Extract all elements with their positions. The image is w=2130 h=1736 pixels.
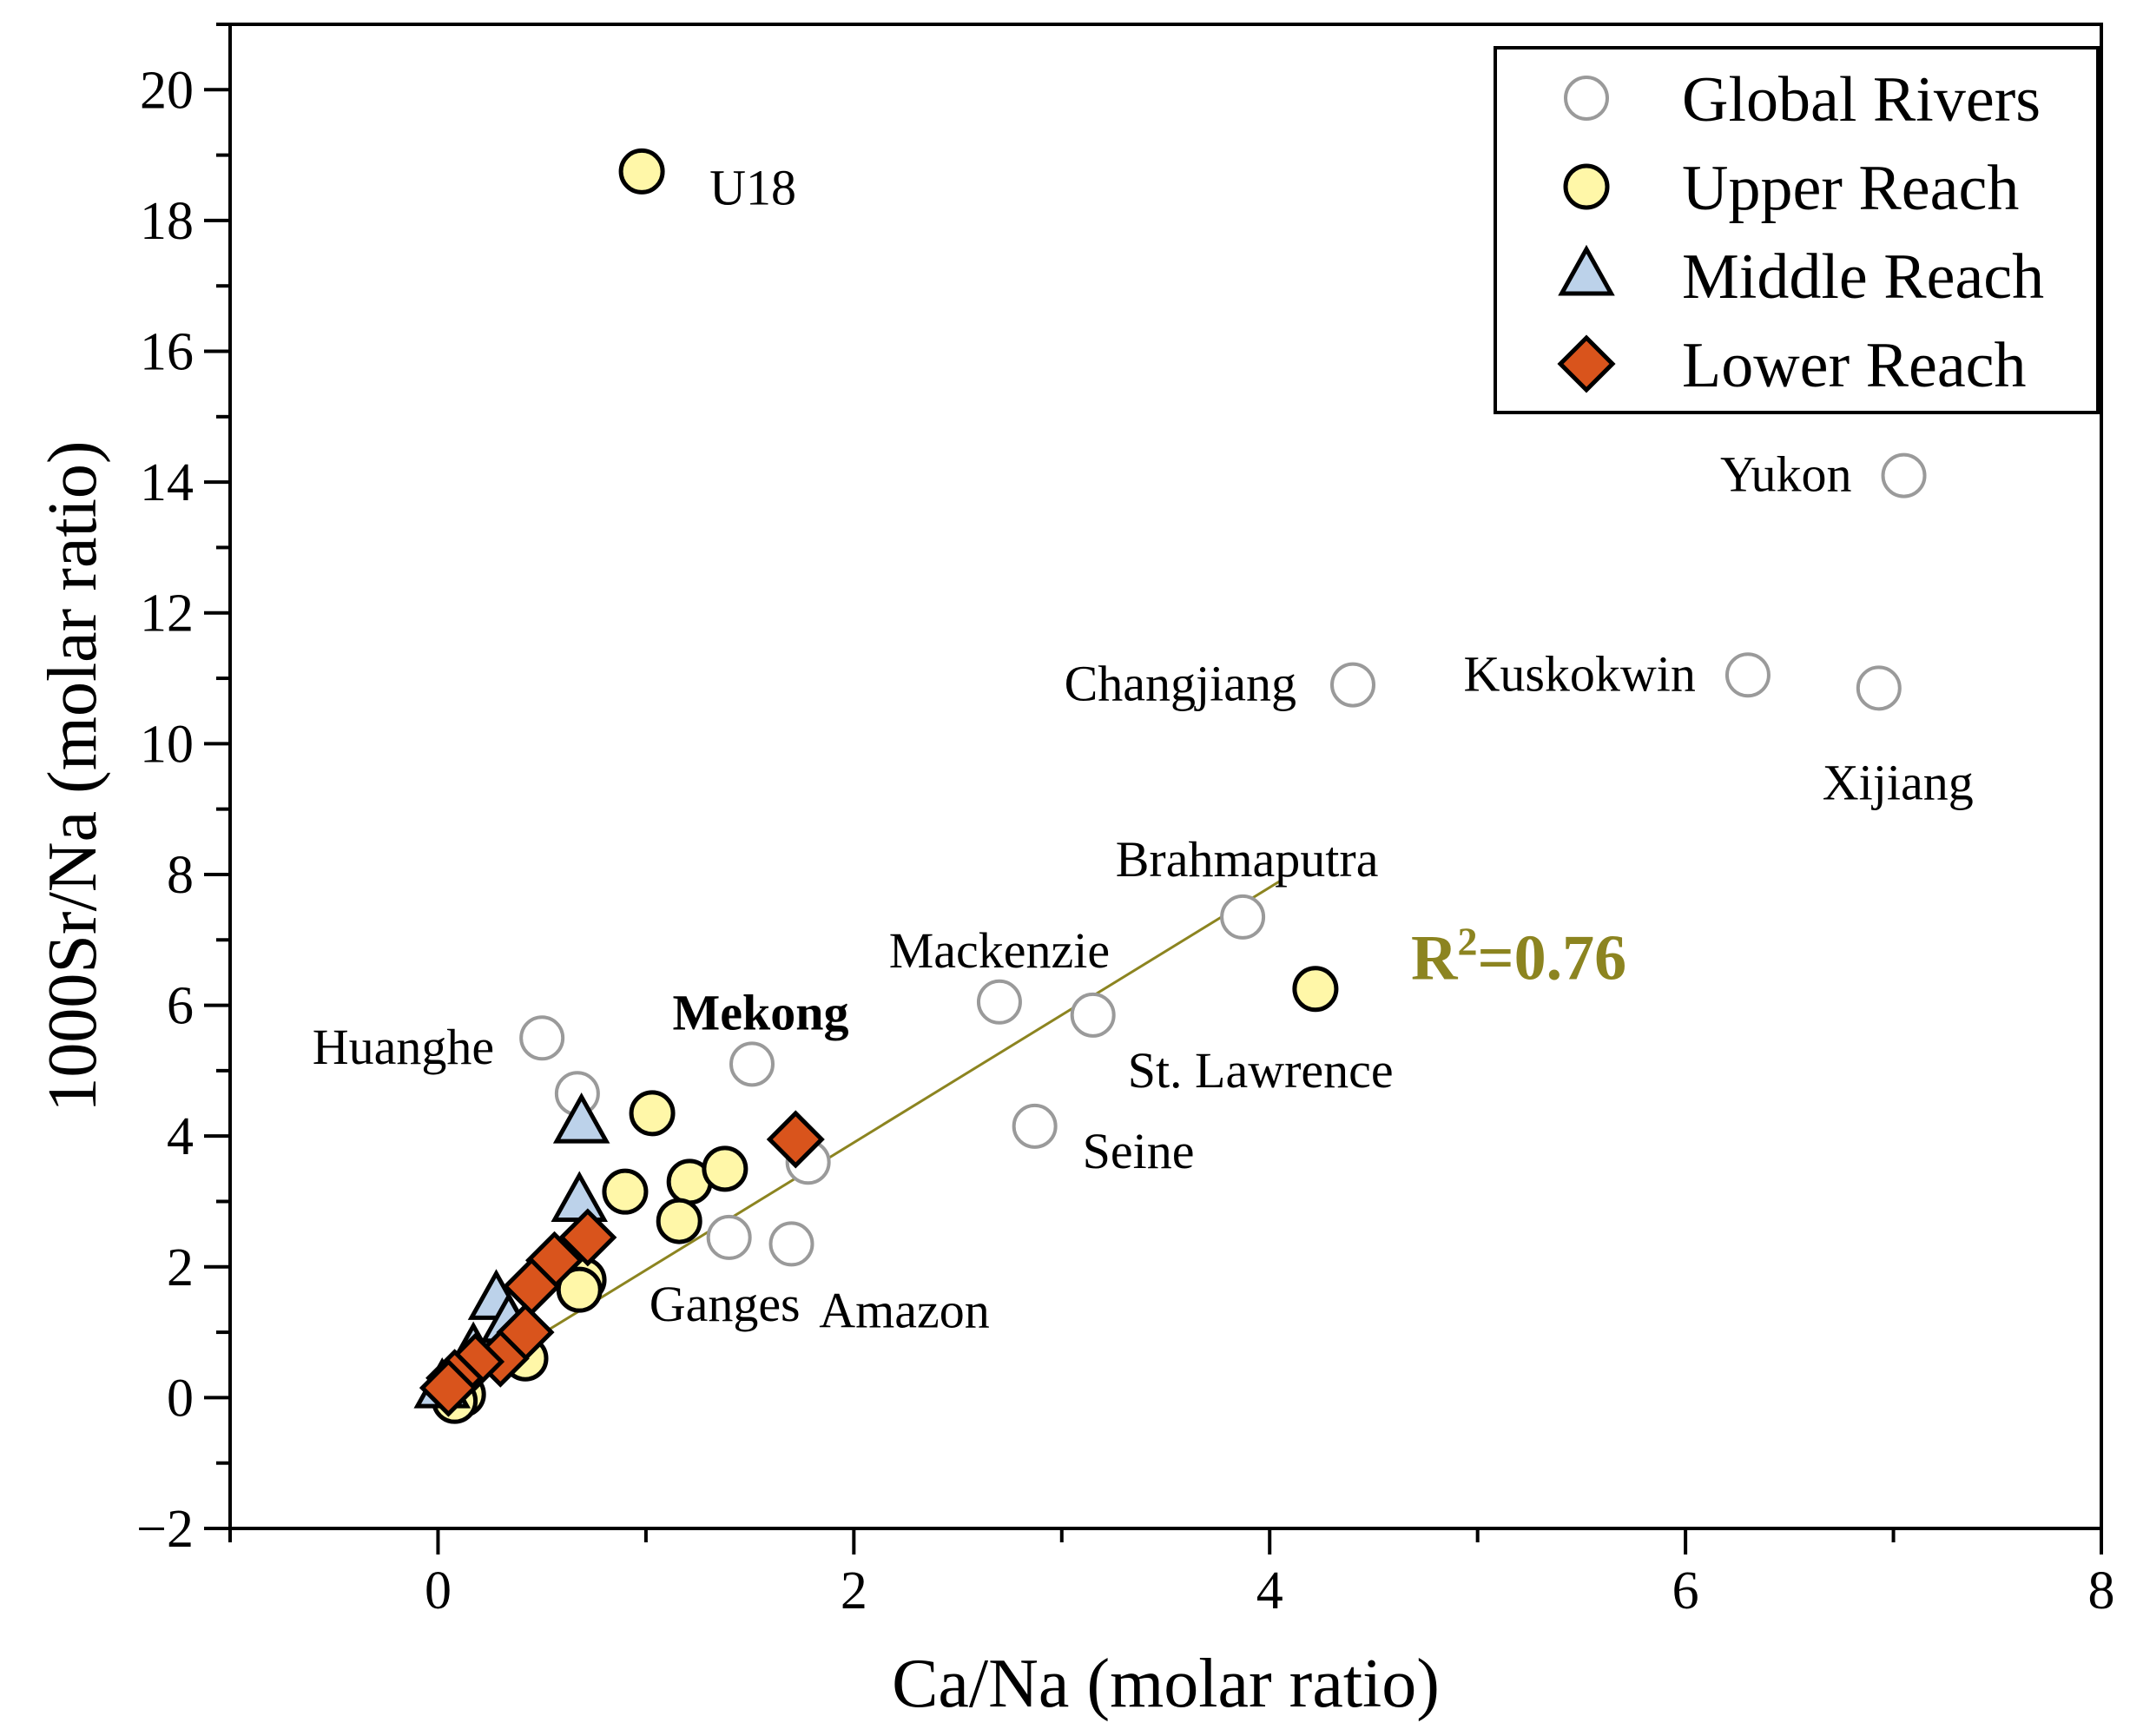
upper-reach-point (556, 1266, 603, 1313)
y-tick-label: 4 (167, 1107, 194, 1166)
point-label: Huanghe (313, 1019, 494, 1075)
global-rivers-point (1856, 665, 1902, 711)
global-rivers-point (768, 1221, 814, 1267)
legend-label: Global Rivers (1682, 64, 2041, 135)
middle-reach-point (552, 1092, 610, 1144)
point-label: Kuskokwin (1463, 645, 1695, 702)
x-tick-label: 4 (1256, 1561, 1283, 1620)
upper-reach-point (618, 148, 665, 195)
y-tick-label: 2 (167, 1238, 194, 1297)
y-tick-label: −2 (136, 1500, 194, 1559)
legend-marker (1564, 76, 1609, 121)
upper-reach-point (629, 1090, 676, 1137)
y-tick-label: 6 (167, 977, 194, 1036)
global-rivers-point (1070, 992, 1116, 1038)
y-tick-label: 0 (167, 1369, 194, 1428)
legend-marker (1558, 244, 1615, 296)
point-label: Ganges (650, 1276, 801, 1332)
x-tick-label: 2 (841, 1561, 867, 1620)
x-axis-title: Ca/Na (molar ratio) (892, 1646, 1440, 1722)
legend-label: Middle Reach (1682, 241, 2044, 313)
upper-reach-point (702, 1145, 748, 1192)
x-tick-label: 0 (425, 1561, 452, 1620)
lower-reach-point (419, 1358, 478, 1417)
upper-reach-point (656, 1198, 702, 1244)
global-rivers-point (1012, 1103, 1058, 1149)
y-axis-title: 1000Sr/Na (molar ratio) (35, 440, 111, 1112)
point-label: Mackenzie (889, 922, 1110, 979)
y-tick-label: 14 (140, 453, 194, 512)
point-label: Mekong (673, 984, 849, 1040)
global-rivers-point (1881, 452, 1927, 498)
point-label: Changjiang (1065, 656, 1296, 712)
point-labels-layer: Huanghe Mekong Ganges Amazon Mackenzie St. La… (313, 159, 1974, 1338)
plot-frame (228, 23, 2103, 1530)
legend: Global Rivers Upper Reach Middle Reach Lowe… (1494, 46, 2100, 414)
legend-label: Upper Reach (1682, 153, 2019, 224)
global-rivers-point (1330, 662, 1375, 708)
global-rivers-point (706, 1214, 752, 1260)
point-label: Seine (1083, 1123, 1195, 1179)
y-tick-label: 20 (140, 61, 194, 120)
legend-label: Lower Reach (1682, 330, 2027, 401)
global-rivers-point (729, 1041, 775, 1087)
x-tick-label: 8 (2088, 1561, 2115, 1620)
y-tick-label: 18 (140, 192, 194, 251)
legend-marker (1563, 163, 1610, 210)
upper-reach-point (602, 1168, 649, 1215)
point-label: Xijiang (1823, 754, 1974, 810)
x-tick-label: 6 (1672, 1561, 1699, 1620)
lower-reach-point (558, 1208, 617, 1267)
point-label: Yukon (1720, 446, 1851, 503)
y-tick-label: 8 (167, 846, 194, 905)
global-rivers-point (519, 1015, 565, 1061)
point-label: St. Lawrence (1128, 1042, 1394, 1099)
points-layer (413, 148, 1927, 1424)
legend-marker (1557, 334, 1616, 393)
point-label: U18 (709, 159, 796, 215)
global-rivers-point (976, 979, 1022, 1025)
middle-reach-point (551, 1171, 609, 1222)
global-rivers-point (1724, 652, 1771, 698)
plot-frame-layer: 0 2 4 6 8 −2 0 2 4 6 8 10 12 14 16 18 20 (136, 23, 2115, 1620)
point-label: Brahmaputra (1116, 831, 1379, 888)
y-tick-label: 16 (140, 323, 194, 382)
r-squared-label: R2=0.76 (1411, 919, 1626, 993)
y-tick-label: 10 (140, 715, 194, 774)
point-label: Amazon (819, 1282, 990, 1338)
global-rivers-point (1220, 894, 1266, 940)
upper-reach-point (1292, 966, 1339, 1013)
lower-reach-point (766, 1110, 825, 1169)
y-tick-label: 12 (140, 584, 194, 644)
